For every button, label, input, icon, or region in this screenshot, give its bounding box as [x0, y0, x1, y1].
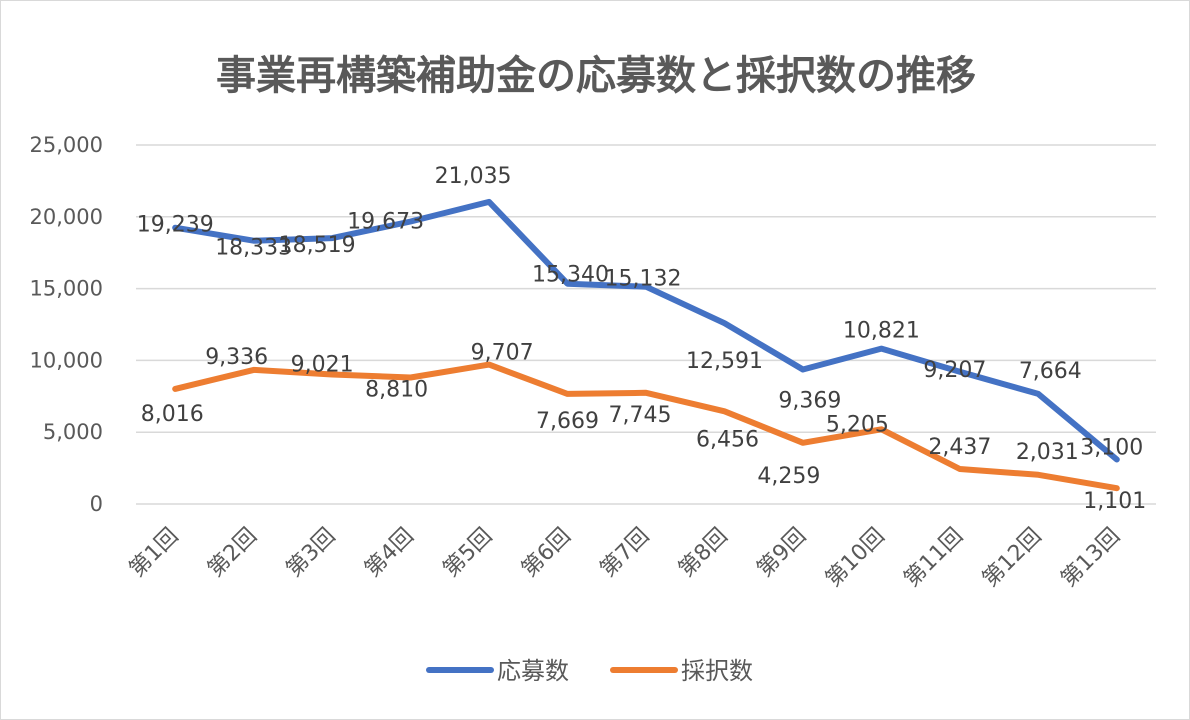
x-tick-label: 第9回 — [752, 524, 811, 583]
x-tick-label: 第6回 — [517, 524, 576, 583]
grid-lines — [136, 144, 1156, 505]
data-label: 15,340 — [532, 263, 609, 288]
x-tick-label: 第3回 — [282, 524, 341, 583]
data-label: 19,239 — [137, 213, 214, 238]
series-lines — [172, 198, 1120, 492]
data-label: 9,021 — [291, 352, 354, 377]
data-label: 21,035 — [435, 164, 512, 189]
y-axis-ticks: 0 5,000 10,000 15,000 20,000 25,000 — [30, 133, 103, 516]
chart-title: 事業再構築補助金の応募数と採択数の推移 — [216, 53, 976, 99]
y-tick-label: 20,000 — [30, 205, 103, 229]
y-tick-label: 0 — [90, 492, 103, 516]
y-tick-label: 25,000 — [30, 133, 103, 157]
data-label: 6,456 — [696, 427, 759, 452]
x-tick-label: 第13回 — [1056, 524, 1125, 593]
data-label: 2,031 — [1016, 440, 1079, 465]
legend-label-1: 応募数 — [497, 657, 569, 685]
x-tick-label: 第7回 — [596, 524, 655, 583]
x-tick-label: 第2回 — [203, 524, 262, 583]
data-label: 18,333 — [215, 236, 292, 261]
data-label: 3,100 — [1080, 435, 1143, 460]
y-tick-label: 10,000 — [30, 348, 103, 372]
data-label: 5,205 — [826, 412, 889, 437]
x-tick-label: 第8回 — [674, 524, 733, 583]
x-tick-label: 第10回 — [821, 524, 890, 593]
series-line-1 — [172, 198, 1120, 463]
data-label: 2,437 — [928, 435, 991, 460]
data-label: 9,207 — [923, 358, 986, 383]
data-label: 18,519 — [279, 233, 356, 258]
x-tick-label: 第11回 — [899, 524, 968, 593]
data-label: 7,664 — [1019, 359, 1082, 384]
data-label: 9,336 — [205, 345, 268, 370]
y-tick-label: 15,000 — [30, 277, 103, 301]
x-tick-label: 第1回 — [125, 524, 184, 583]
data-label: 9,707 — [471, 341, 534, 366]
data-label: 10,821 — [843, 319, 920, 344]
series-line-2 — [172, 361, 1120, 492]
y-tick-label: 5,000 — [43, 420, 103, 444]
legend: 応募数 採択数 — [426, 657, 753, 685]
data-label: 12,591 — [686, 349, 763, 374]
x-tick-label: 第12回 — [978, 524, 1047, 593]
data-label: 9,369 — [778, 388, 841, 413]
x-axis-ticks: 第1回 第2回 第3回 第4回 第5回 第6回 第7回 第8回 第9回 第10回 第11回 第12回第… — [125, 524, 1125, 593]
data-label: 4,259 — [757, 464, 820, 489]
data-label: 8,810 — [365, 377, 428, 402]
legend-label-2: 採択数 — [681, 657, 753, 685]
data-label: 7,745 — [609, 403, 672, 428]
data-label: 8,016 — [141, 402, 204, 427]
x-tick-label: 第5回 — [439, 524, 498, 583]
x-tick-label: 第4回 — [360, 524, 419, 583]
data-label: 7,669 — [536, 409, 599, 434]
data-label: 15,132 — [605, 267, 682, 292]
data-label: 19,673 — [347, 209, 424, 234]
data-label: 1,101 — [1083, 489, 1146, 514]
